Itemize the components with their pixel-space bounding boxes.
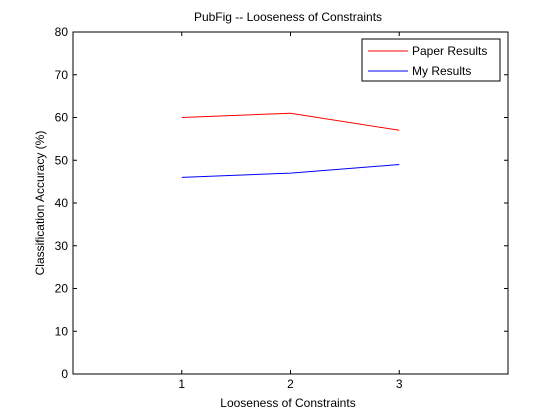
x-tick-label: 3 [396,377,403,391]
legend-label-1: Paper Results [412,44,487,58]
y-tick-label: 10 [55,324,69,338]
plot-area [72,31,509,375]
legend: Paper Results My Results [361,38,501,82]
series-line-2 [181,164,400,178]
series-layer [181,112,400,178]
x-axis-label: Looseness of Constraints [220,396,355,410]
legend-box [361,38,501,82]
y-tick-label: 0 [61,367,68,381]
y-tick-label: 30 [55,239,69,253]
x-tick-label: 1 [178,377,185,391]
y-axis-label: Classification Accuracy (%) [33,131,47,276]
y-tick-label: 40 [55,196,69,210]
chart-title: PubFig -- Looseness of Constraints [194,10,382,24]
y-tick-label: 60 [55,111,69,125]
x-axis: 1 2 3 [178,32,403,391]
y-tick-label: 20 [55,282,69,296]
x-tick-label: 2 [287,377,294,391]
y-tick-label: 50 [55,153,69,167]
legend-label-2: My Results [412,64,471,78]
series-line-1 [181,112,400,131]
y-tick-label: 70 [55,68,69,82]
y-axis: 0 10 20 30 40 50 60 70 80 [55,25,508,381]
y-tick-label: 80 [55,25,69,39]
